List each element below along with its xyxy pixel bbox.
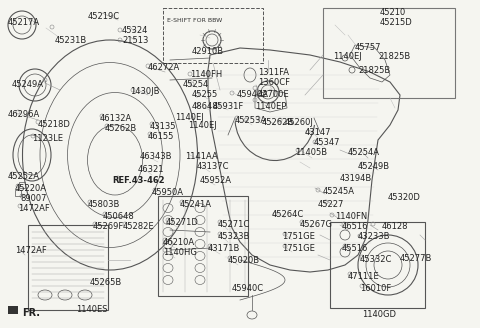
Text: 45254: 45254 xyxy=(183,80,209,89)
Bar xyxy=(19,182,25,188)
Text: 43147: 43147 xyxy=(305,128,332,137)
Text: 45324: 45324 xyxy=(122,26,148,35)
Text: 45241A: 45241A xyxy=(180,200,212,209)
Text: 45282E: 45282E xyxy=(123,222,155,231)
Bar xyxy=(8,306,18,314)
Text: 45231B: 45231B xyxy=(55,36,87,45)
Text: 45218D: 45218D xyxy=(38,120,71,129)
Text: 46296A: 46296A xyxy=(8,110,40,119)
Text: 45803B: 45803B xyxy=(88,200,120,209)
Text: 45267G: 45267G xyxy=(300,220,333,229)
Text: 43171B: 43171B xyxy=(208,244,240,253)
Text: 46128: 46128 xyxy=(382,222,408,231)
Text: 45215D: 45215D xyxy=(380,18,413,27)
Text: 450648: 450648 xyxy=(103,212,135,221)
Text: 1472AF: 1472AF xyxy=(15,246,47,255)
Text: 43135: 43135 xyxy=(150,122,177,131)
Text: E-SHIFT FOR BBW: E-SHIFT FOR BBW xyxy=(167,18,222,23)
Text: 1140EP: 1140EP xyxy=(255,102,287,111)
Text: 45217A: 45217A xyxy=(8,18,40,27)
Text: 1311FA: 1311FA xyxy=(258,68,289,77)
Text: 45940C: 45940C xyxy=(232,284,264,293)
Text: 45227: 45227 xyxy=(318,200,344,209)
Text: REF.43-462: REF.43-462 xyxy=(112,176,165,185)
Text: 45219C: 45219C xyxy=(88,12,120,21)
Text: 45262B: 45262B xyxy=(262,118,294,127)
Text: 45952A: 45952A xyxy=(200,176,232,185)
Text: 45516: 45516 xyxy=(342,244,368,253)
Text: 48648: 48648 xyxy=(192,102,218,111)
Text: 45020B: 45020B xyxy=(228,256,260,265)
Bar xyxy=(28,225,108,310)
Text: 45262B: 45262B xyxy=(105,124,137,133)
Text: 46155: 46155 xyxy=(148,132,174,141)
Text: 45323B: 45323B xyxy=(218,232,251,241)
Text: 1360CF: 1360CF xyxy=(258,78,290,87)
Text: 45269F: 45269F xyxy=(93,222,124,231)
Text: 21825B: 21825B xyxy=(378,52,410,61)
Text: 42910B: 42910B xyxy=(192,47,224,56)
Text: 21513: 21513 xyxy=(122,36,148,45)
Text: 1751GE: 1751GE xyxy=(282,244,315,253)
Text: 45210: 45210 xyxy=(380,8,406,17)
Text: 45950A: 45950A xyxy=(152,188,184,197)
Text: 43137C: 43137C xyxy=(197,162,229,171)
Text: 1751GE: 1751GE xyxy=(282,232,315,241)
Text: 46343B: 46343B xyxy=(140,152,172,161)
Text: 1140GD: 1140GD xyxy=(362,310,396,319)
Text: 1140FN: 1140FN xyxy=(335,212,367,221)
Text: 1140FH: 1140FH xyxy=(190,70,222,79)
Text: 45255: 45255 xyxy=(192,90,218,99)
Text: 45265B: 45265B xyxy=(90,278,122,287)
Text: 46321: 46321 xyxy=(138,165,165,174)
Text: 45277B: 45277B xyxy=(400,254,432,263)
Text: 1140EJ: 1140EJ xyxy=(188,121,217,130)
Text: 45220A: 45220A xyxy=(15,184,47,193)
Text: 45245A: 45245A xyxy=(323,187,355,196)
Text: 1472AF: 1472AF xyxy=(18,204,50,213)
Text: 1140EJ: 1140EJ xyxy=(175,113,204,122)
Text: 1123LE: 1123LE xyxy=(32,134,63,143)
Text: 45264C: 45264C xyxy=(272,210,304,219)
Text: 45347: 45347 xyxy=(314,138,340,147)
Text: 16010F: 16010F xyxy=(360,284,391,293)
Text: 46516: 46516 xyxy=(342,222,369,231)
Bar xyxy=(323,8,455,98)
Text: 45271D: 45271D xyxy=(166,218,199,227)
Text: 45249A: 45249A xyxy=(12,80,44,89)
Text: 1430JB: 1430JB xyxy=(130,87,159,96)
Text: 11405B: 11405B xyxy=(295,148,327,157)
Text: 43194B: 43194B xyxy=(340,174,372,183)
Text: FR.: FR. xyxy=(22,308,40,318)
Text: 45320D: 45320D xyxy=(388,193,421,202)
Text: 45260J: 45260J xyxy=(285,118,314,127)
Text: 1140HG: 1140HG xyxy=(163,248,197,257)
Text: 47111E: 47111E xyxy=(348,272,380,281)
Text: 45249B: 45249B xyxy=(358,162,390,171)
Text: 45253A: 45253A xyxy=(235,116,267,125)
Text: 45757: 45757 xyxy=(355,43,382,52)
Text: 46272A: 46272A xyxy=(148,63,180,72)
Text: 45252A: 45252A xyxy=(8,172,40,181)
Text: 89007: 89007 xyxy=(20,194,47,203)
Bar xyxy=(163,8,263,63)
Text: 46132A: 46132A xyxy=(100,114,132,123)
Text: 43233B: 43233B xyxy=(358,232,391,241)
Text: 42700E: 42700E xyxy=(258,90,289,99)
Bar xyxy=(15,190,21,196)
Text: 45940A: 45940A xyxy=(237,90,269,99)
Bar xyxy=(158,196,248,296)
Text: 1141AA: 1141AA xyxy=(185,152,218,161)
Text: 21825B: 21825B xyxy=(358,66,390,75)
Text: 45254A: 45254A xyxy=(348,148,380,157)
Text: 46210A: 46210A xyxy=(163,238,195,247)
Bar xyxy=(330,222,425,308)
Text: 45332C: 45332C xyxy=(360,255,392,264)
Text: 1140ES: 1140ES xyxy=(76,305,108,314)
Text: 1140EJ: 1140EJ xyxy=(333,52,362,61)
Text: 45931F: 45931F xyxy=(213,102,244,111)
Text: 45271C: 45271C xyxy=(218,220,250,229)
